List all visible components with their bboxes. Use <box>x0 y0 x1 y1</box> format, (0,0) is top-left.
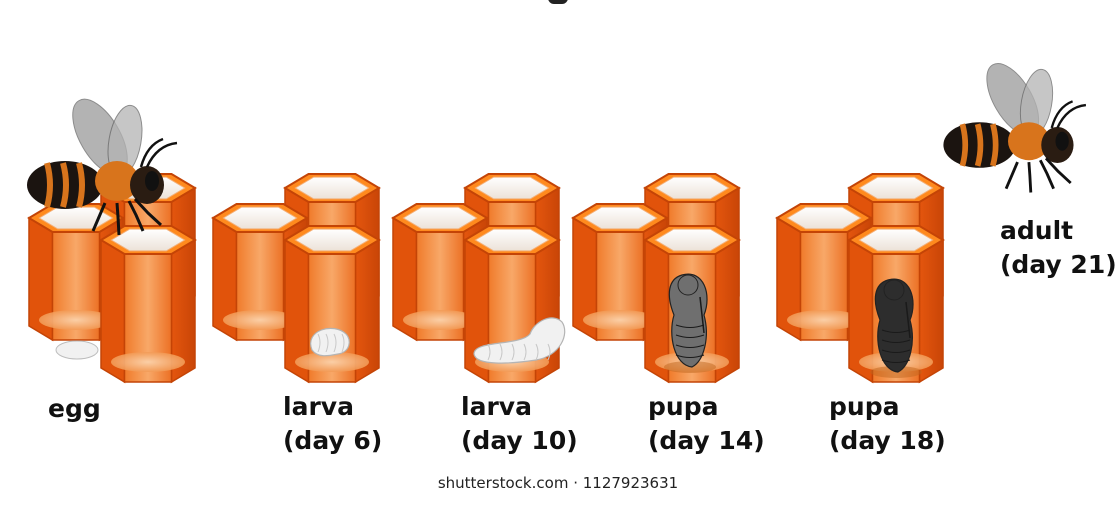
cluster-pupa-day-14 <box>571 173 741 384</box>
pupa-day-18-icon <box>870 278 922 378</box>
cropped-title-mark <box>548 0 568 4</box>
larva-day-6-icon <box>310 327 350 357</box>
label-pupa-day-18-line-1: pupa <box>829 392 900 421</box>
label-pupa-day-14: pupa (day 14) <box>648 390 765 458</box>
label-adult-day-21-line-1: adult <box>1000 216 1074 245</box>
cluster-larva-day-6-front-cell <box>283 225 381 384</box>
bees <box>27 63 1087 236</box>
bee-on-egg-cell-icon <box>27 98 178 236</box>
label-egg-line-1: egg <box>48 394 101 423</box>
label-larva-day-10-line-1: larva <box>461 392 532 421</box>
cluster-larva-day-10-left-cell <box>391 203 489 342</box>
label-adult-day-21: adult (day 21) <box>1000 214 1116 282</box>
label-egg: egg <box>48 392 101 426</box>
label-larva-day-6: larva (day 6) <box>283 390 382 458</box>
label-larva-day-10-line-2: (day 10) <box>461 426 578 455</box>
cluster-larva-day-6 <box>211 173 381 384</box>
watermark: shutterstock.com · 1127923631 <box>437 474 679 492</box>
label-pupa-day-18-line-2: (day 18) <box>829 426 946 455</box>
label-pupa-day-14-line-2: (day 14) <box>648 426 765 455</box>
label-pupa-day-14-line-1: pupa <box>648 392 719 421</box>
adult-bee-icon <box>943 63 1087 193</box>
larva-day-10-icon <box>473 317 566 364</box>
cell-contents <box>55 273 922 378</box>
label-pupa-day-18: pupa (day 18) <box>829 390 946 458</box>
label-larva-day-6-line-2: (day 6) <box>283 426 383 455</box>
label-larva-day-10: larva (day 10) <box>461 390 578 458</box>
cluster-pupa-day-18 <box>775 173 945 384</box>
label-adult-day-21-line-2: (day 21) <box>1000 250 1116 279</box>
label-larva-day-6-line-1: larva <box>283 392 354 421</box>
cluster-egg-front-cell <box>99 225 197 384</box>
pupa-day-14-icon <box>664 273 716 373</box>
egg-icon <box>55 340 99 360</box>
